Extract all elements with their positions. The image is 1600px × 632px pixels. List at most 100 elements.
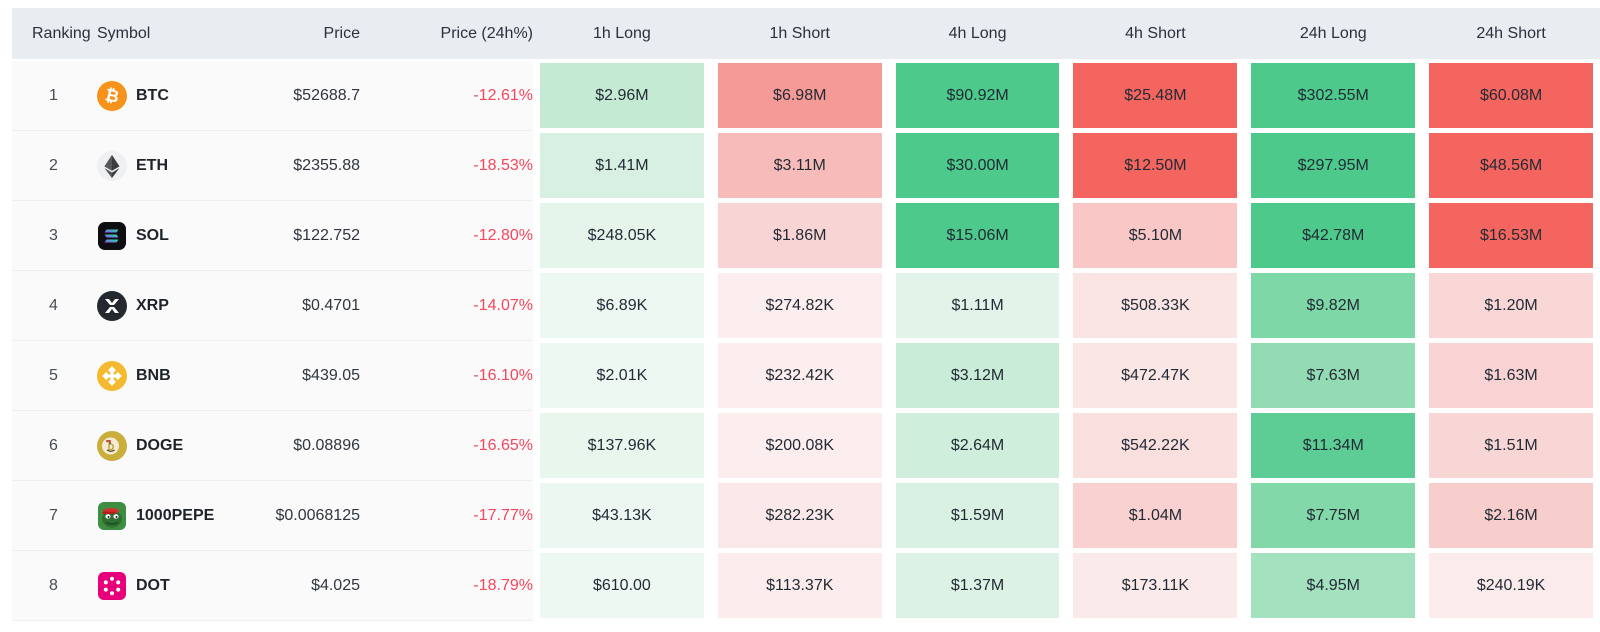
rank-cell: 8: [12, 551, 95, 621]
change-cell: -16.10%: [360, 341, 533, 411]
liquidation-cell: $1.59M: [895, 483, 1060, 548]
symbol-cell: ETH: [95, 131, 270, 201]
doge-icon: D: [97, 430, 127, 461]
change-value: -14.07%: [473, 296, 533, 314]
change-cell: -12.80%: [360, 201, 533, 271]
table-row[interactable]: 1 ₿ BTC $52688.7 -12.61% $2.96M $6.98M $…: [12, 61, 1600, 131]
liquidation-cell: $240.19K: [1429, 553, 1593, 618]
liquidation-cell: $1.11M: [895, 273, 1060, 338]
change-value: -16.10%: [473, 366, 533, 384]
liquidation-cell: $7.75M: [1251, 483, 1416, 548]
table-header: Ranking Symbol Price Price (24h%) 1h Lon…: [12, 8, 1600, 59]
symbol-label: XRP: [136, 296, 169, 314]
liquidation-cell: $302.55M: [1251, 63, 1416, 128]
liquidation-cell: $137.96K: [540, 413, 704, 478]
column-header-ranking[interactable]: Ranking: [32, 24, 91, 42]
change-value: -18.53%: [473, 156, 533, 174]
btc-icon: ₿: [97, 80, 127, 111]
liquidation-cell: $232.42K: [717, 343, 882, 408]
rank-value: 6: [49, 436, 58, 454]
liquidation-cell: $1.86M: [717, 203, 882, 268]
price-value: $122.752: [293, 226, 360, 244]
change-value: -12.61%: [473, 86, 533, 104]
table-row[interactable]: 7 1000PEPE $0.0068125 -17.77% $43.13K $2…: [12, 481, 1600, 551]
rank-cell: 7: [12, 481, 95, 551]
change-value: -18.79%: [473, 576, 533, 594]
liquidation-cell: $43.13K: [540, 483, 704, 548]
liquidation-cell: $6.89K: [540, 273, 704, 338]
symbol-cell: DOT: [95, 551, 270, 621]
liquidation-table: Ranking Symbol Price Price (24h%) 1h Lon…: [0, 8, 1600, 621]
rank-value: 1: [49, 86, 58, 104]
table-row[interactable]: 2 ETH $2355.88 -18.53% $1.41M $3.11M $30…: [12, 131, 1600, 201]
sol-icon: [97, 221, 127, 251]
symbol-cell: 1000PEPE: [95, 481, 270, 551]
rank-cell: 5: [12, 341, 95, 411]
liquidation-cell: $4.95M: [1251, 553, 1416, 618]
symbol-cell: D DOGE: [95, 411, 270, 481]
rank-cell: 6: [12, 411, 95, 481]
change-value: -17.77%: [473, 506, 533, 524]
rank-value: 2: [49, 156, 58, 174]
column-header-1h-short[interactable]: 1h Short: [769, 24, 830, 42]
liquidation-cell: $282.23K: [717, 483, 882, 548]
price-value: $0.0068125: [275, 506, 360, 524]
table-row[interactable]: 8 DOT $4.025 -18.79% $610.00 $113.37K $1…: [12, 551, 1600, 621]
symbol-label: 1000PEPE: [136, 506, 214, 524]
symbol-label: BTC: [136, 86, 169, 104]
liquidation-cell: $2.16M: [1429, 483, 1593, 548]
column-header-price-24h[interactable]: Price (24h%): [440, 24, 533, 42]
rank-value: 7: [49, 506, 58, 524]
symbol-label: SOL: [136, 226, 169, 244]
xrp-icon: [97, 290, 127, 321]
change-cell: -14.07%: [360, 271, 533, 341]
rank-cell: 1: [12, 61, 95, 131]
change-cell: -18.79%: [360, 551, 533, 621]
table-row[interactable]: 3 SOL $122.752 -12.80% $248.05K $1.86M $…: [12, 201, 1600, 271]
liquidation-cell: $542.22K: [1073, 413, 1238, 478]
price-value: $0.08896: [293, 436, 360, 454]
price-cell: $52688.7: [270, 61, 360, 131]
liquidation-cell: $1.37M: [895, 553, 1060, 618]
liquidation-cell: $3.11M: [717, 133, 882, 198]
symbol-label: BNB: [136, 366, 171, 384]
liquidation-cell: $508.33K: [1073, 273, 1238, 338]
liquidation-cell: $16.53M: [1429, 203, 1593, 268]
liquidation-cell: $5.10M: [1073, 203, 1238, 268]
column-header-1h-long[interactable]: 1h Long: [592, 24, 651, 42]
liquidation-cell: $274.82K: [717, 273, 882, 338]
liquidation-cell: $173.11K: [1073, 553, 1238, 618]
price-cell: $0.0068125: [270, 481, 360, 551]
price-value: $4.025: [311, 576, 360, 594]
liquidation-cell: $3.12M: [895, 343, 1060, 408]
column-header-24h-short[interactable]: 24h Short: [1476, 24, 1546, 42]
column-header-4h-long[interactable]: 4h Long: [948, 24, 1007, 42]
liquidation-cell: $48.56M: [1429, 133, 1593, 198]
liquidation-cell: $248.05K: [540, 203, 704, 268]
liquidation-cell: $9.82M: [1251, 273, 1416, 338]
table-row[interactable]: 5 BNB $439.05 -16.10% $2.01K $232.42K $3…: [12, 341, 1600, 411]
column-header-4h-short[interactable]: 4h Short: [1125, 24, 1186, 42]
table-body: 1 ₿ BTC $52688.7 -12.61% $2.96M $6.98M $…: [12, 61, 1600, 621]
table-row[interactable]: 4 XRP $0.4701 -14.07% $6.89K $274.82K $1…: [12, 271, 1600, 341]
price-cell: $0.08896: [270, 411, 360, 481]
eth-icon: [97, 150, 127, 181]
column-header-symbol[interactable]: Symbol: [97, 24, 151, 42]
change-cell: -16.65%: [360, 411, 533, 481]
column-header-24h-long[interactable]: 24h Long: [1299, 24, 1367, 42]
liquidation-cell: $60.08M: [1429, 63, 1593, 128]
liquidation-cell: $2.96M: [540, 63, 704, 128]
symbol-cell: XRP: [95, 271, 270, 341]
change-cell: -17.77%: [360, 481, 533, 551]
liquidation-cell: $90.92M: [895, 63, 1060, 128]
rank-value: 4: [49, 296, 58, 314]
liquidation-cell: $200.08K: [717, 413, 882, 478]
rank-value: 3: [49, 226, 58, 244]
rank-cell: 2: [12, 131, 95, 201]
svg-text:₿: ₿: [103, 85, 121, 106]
liquidation-cell: $25.48M: [1073, 63, 1238, 128]
liquidation-cell: $2.64M: [895, 413, 1060, 478]
table-row[interactable]: 6 D DOGE $0.08896 -16.65% $137.96K $200.…: [12, 411, 1600, 481]
column-header-price[interactable]: Price: [323, 24, 360, 42]
rank-value: 8: [49, 576, 58, 594]
